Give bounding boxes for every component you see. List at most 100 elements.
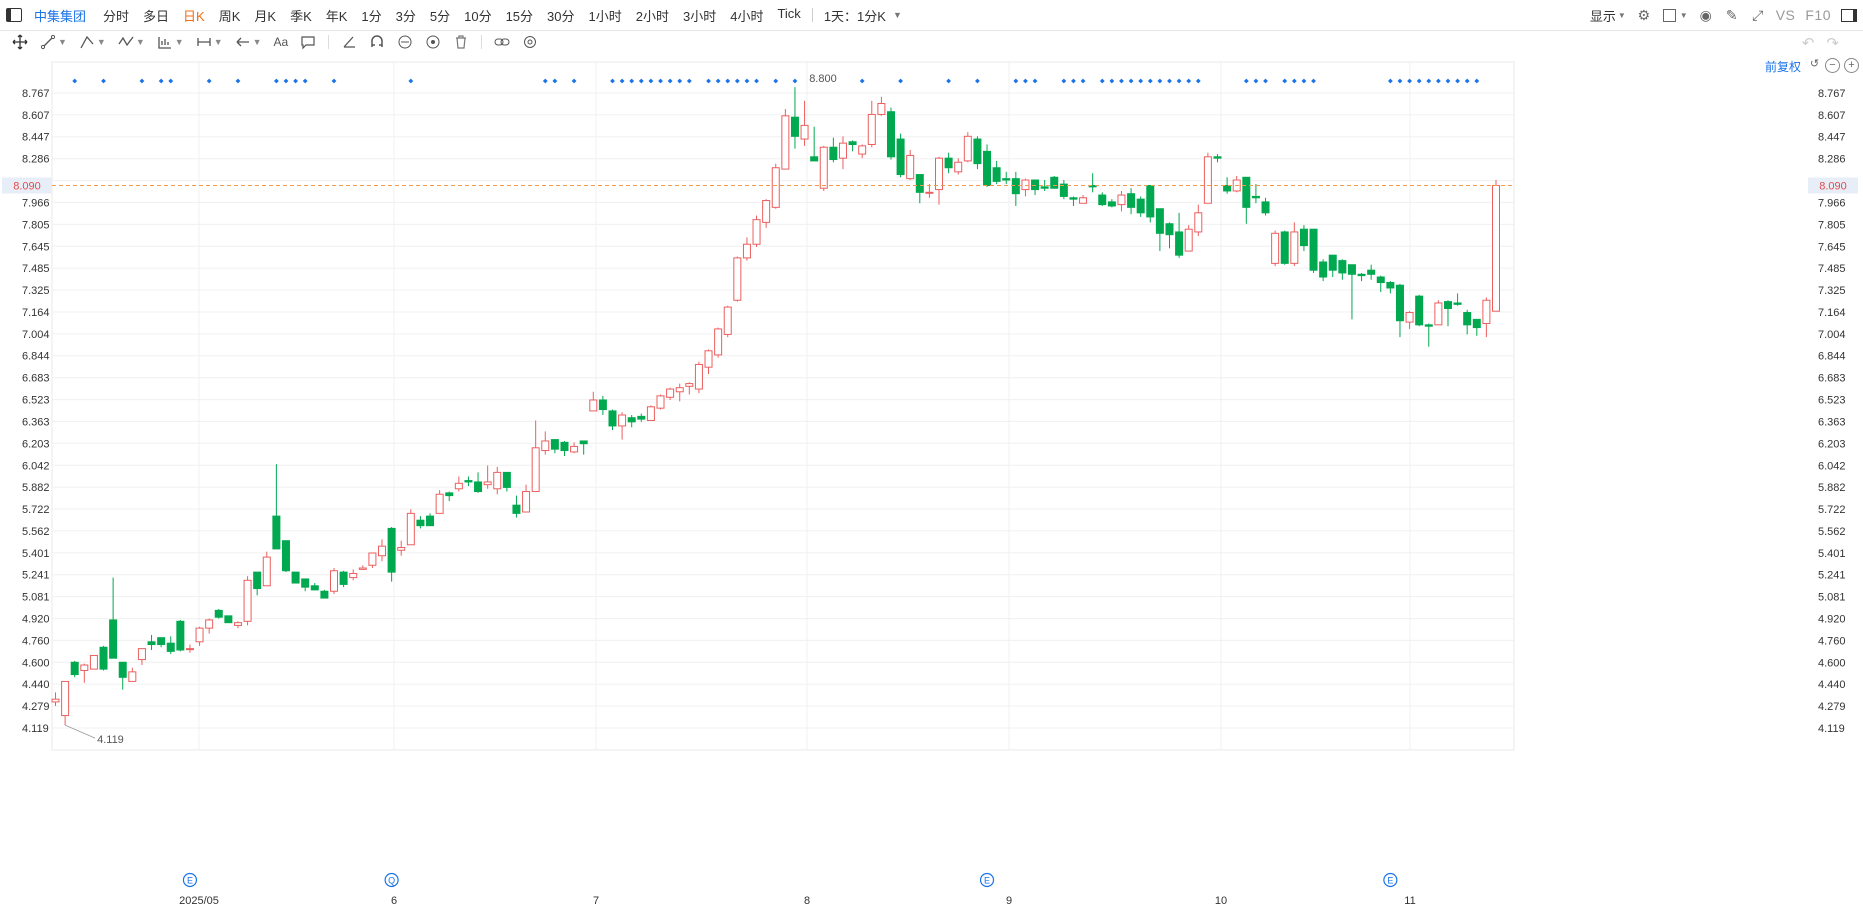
- candle[interactable]: [349, 569, 358, 581]
- candle[interactable]: [867, 100, 876, 148]
- candle[interactable]: [714, 327, 723, 358]
- candle[interactable]: [358, 565, 367, 570]
- candle[interactable]: [550, 439, 559, 454]
- period-tab[interactable]: 5分: [429, 8, 451, 24]
- sidebar-toggle-icon[interactable]: [6, 8, 22, 22]
- candle[interactable]: [483, 465, 492, 489]
- candle[interactable]: [637, 413, 646, 422]
- period-tab[interactable]: 2小时: [635, 8, 669, 24]
- candle[interactable]: [1443, 300, 1452, 327]
- candle[interactable]: [137, 648, 146, 666]
- period-tab[interactable]: 日K: [183, 8, 205, 24]
- candle[interactable]: [426, 513, 435, 527]
- candle[interactable]: [1434, 300, 1443, 326]
- candle[interactable]: [944, 152, 953, 174]
- candle[interactable]: [1338, 259, 1347, 280]
- candle[interactable]: [1261, 197, 1270, 216]
- candle[interactable]: [89, 654, 98, 670]
- candle[interactable]: [1088, 173, 1097, 193]
- candle[interactable]: [935, 156, 944, 205]
- settings-icon[interactable]: ⚙: [1637, 6, 1651, 23]
- reset-icon[interactable]: ↺: [1809, 58, 1820, 70]
- candle[interactable]: [1453, 293, 1462, 306]
- candle[interactable]: [61, 680, 70, 726]
- candle[interactable]: [1184, 225, 1193, 252]
- candle[interactable]: [560, 440, 569, 456]
- candle[interactable]: [1002, 171, 1011, 185]
- candle[interactable]: [1319, 259, 1328, 282]
- candle[interactable]: [1482, 297, 1491, 338]
- text-tool-icon[interactable]: Aa: [273, 35, 289, 49]
- chevron-down-icon[interactable]: ▼: [1617, 10, 1626, 20]
- candle[interactable]: [368, 552, 377, 569]
- channel-tool-icon[interactable]: ▼: [79, 34, 106, 50]
- period-tab[interactable]: 多日: [143, 8, 170, 24]
- candle[interactable]: [983, 144, 992, 187]
- candle[interactable]: [1127, 188, 1136, 215]
- candle[interactable]: [598, 395, 607, 416]
- candle[interactable]: [915, 174, 924, 204]
- candle[interactable]: [435, 490, 444, 514]
- period-tab[interactable]: 分时: [103, 8, 130, 24]
- period-tab[interactable]: 季K: [290, 8, 312, 24]
- candle[interactable]: [406, 509, 415, 546]
- candle[interactable]: [387, 527, 396, 582]
- zoom-out-icon[interactable]: −: [1825, 58, 1840, 73]
- candle[interactable]: [685, 382, 694, 395]
- candle[interactable]: [522, 484, 531, 513]
- candle[interactable]: [762, 199, 771, 228]
- candle[interactable]: [1146, 184, 1155, 223]
- candle[interactable]: [166, 636, 175, 655]
- candle[interactable]: [790, 87, 799, 149]
- candle[interactable]: [205, 618, 214, 634]
- candle[interactable]: [272, 464, 281, 550]
- candle[interactable]: [742, 237, 751, 261]
- period-tab[interactable]: 10分: [464, 8, 492, 24]
- candle[interactable]: [579, 440, 588, 455]
- candle[interactable]: [992, 160, 1001, 185]
- period-tab[interactable]: 月K: [254, 8, 277, 24]
- candle[interactable]: [1050, 175, 1059, 189]
- candle[interactable]: [1011, 171, 1020, 206]
- candle[interactable]: [109, 577, 118, 659]
- candle[interactable]: [1386, 281, 1395, 294]
- candle[interactable]: [281, 540, 290, 573]
- comment-tool-icon[interactable]: [300, 34, 316, 50]
- lock-tool-icon[interactable]: [397, 34, 413, 50]
- candle[interactable]: [666, 387, 675, 400]
- period-tab[interactable]: 30分: [547, 8, 575, 24]
- candle[interactable]: [819, 145, 828, 191]
- candle[interactable]: [656, 394, 665, 410]
- candle[interactable]: [51, 692, 60, 707]
- display-menu[interactable]: 显示: [1589, 8, 1616, 24]
- candle[interactable]: [301, 578, 310, 592]
- candle[interactable]: [397, 540, 406, 556]
- candle[interactable]: [1107, 199, 1116, 208]
- candlestick-chart[interactable]: 8.090 8.090 8.767 8.767 8.607 8.607 8.447 8.44…: [0, 54, 1863, 921]
- candle[interactable]: [1309, 228, 1318, 273]
- period-tab[interactable]: 15分: [505, 8, 534, 24]
- magnet-icon[interactable]: [369, 34, 385, 50]
- candle[interactable]: [1251, 184, 1260, 204]
- candle[interactable]: [310, 583, 319, 591]
- period-tab[interactable]: 周K: [218, 8, 241, 24]
- move-icon[interactable]: [12, 34, 28, 50]
- candle[interactable]: [1223, 177, 1232, 194]
- candle[interactable]: [570, 442, 579, 454]
- candle[interactable]: [253, 571, 262, 596]
- candle[interactable]: [694, 361, 703, 394]
- candle[interactable]: [1299, 225, 1308, 252]
- candle[interactable]: [320, 589, 329, 599]
- candle[interactable]: [1492, 180, 1500, 312]
- candle[interactable]: [1136, 196, 1145, 217]
- candle[interactable]: [646, 405, 655, 421]
- candle[interactable]: [1040, 180, 1049, 191]
- candle[interactable]: [675, 383, 684, 402]
- draw-settings-icon[interactable]: [522, 34, 538, 50]
- period-tab[interactable]: Tick: [777, 5, 801, 21]
- candle[interactable]: [1290, 222, 1299, 267]
- candle[interactable]: [1165, 222, 1174, 249]
- candle[interactable]: [502, 471, 511, 492]
- candle[interactable]: [1405, 311, 1414, 329]
- candle[interactable]: [1367, 264, 1376, 280]
